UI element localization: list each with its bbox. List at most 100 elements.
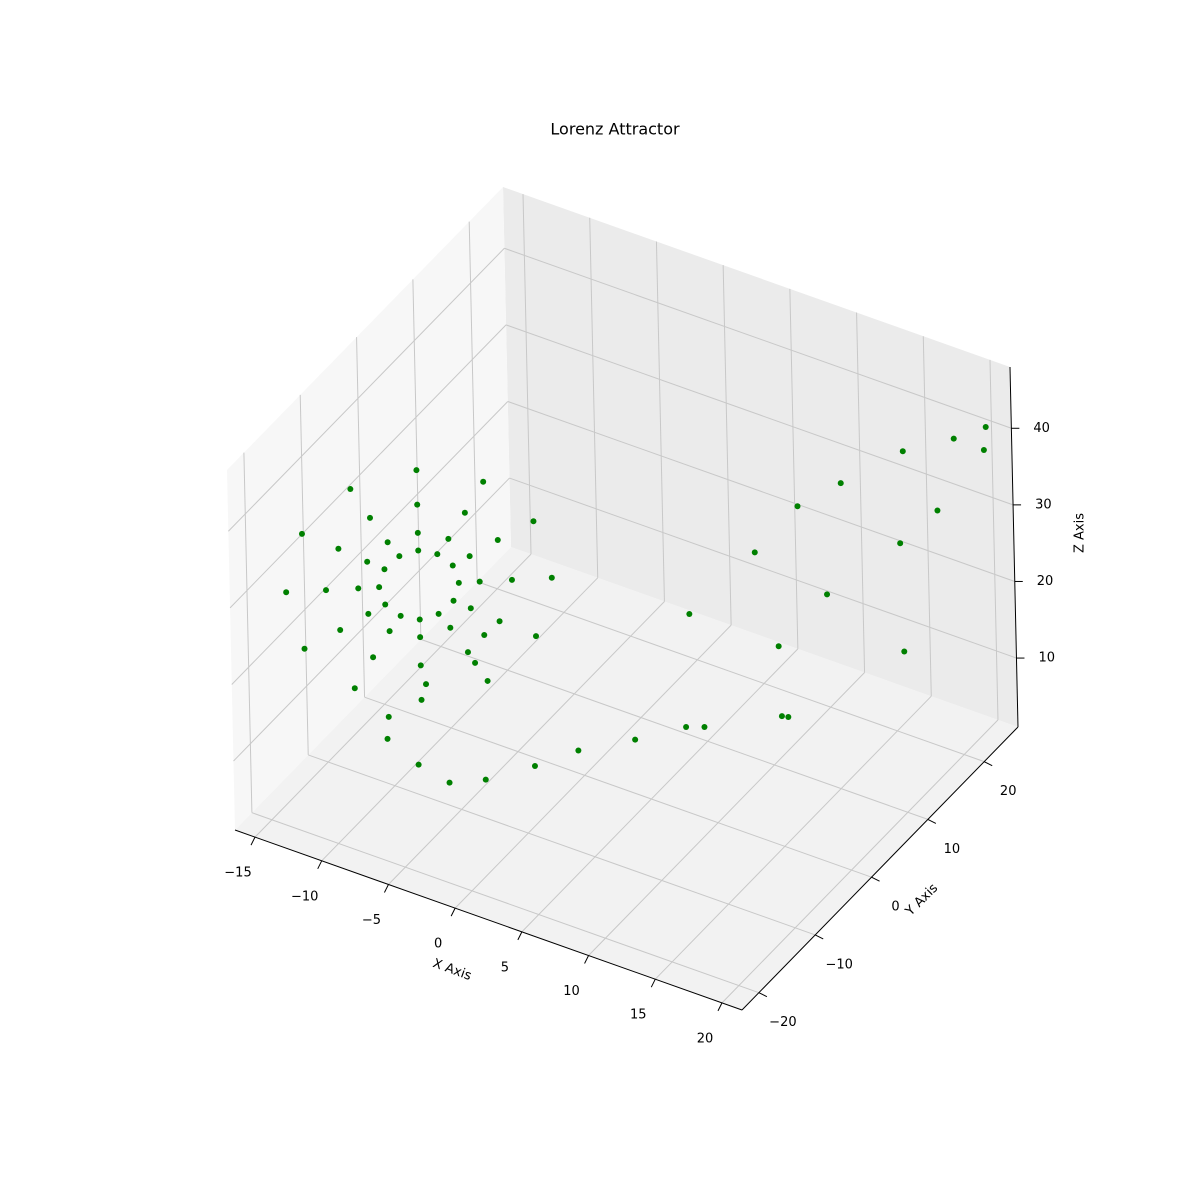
z-axis-line (1009, 366, 1019, 728)
data-point (413, 467, 420, 474)
data-point (575, 747, 582, 754)
grid-line (454, 624, 732, 909)
data-point (785, 714, 792, 721)
grid-line (364, 696, 872, 878)
x-axis-line (234, 829, 743, 1011)
data-point (298, 530, 305, 537)
data-point (417, 662, 424, 669)
grid-line (356, 337, 366, 698)
data-point (365, 610, 372, 617)
data-point (376, 584, 383, 591)
data-point (447, 624, 454, 631)
grid-line (509, 477, 1017, 659)
tick-mark (927, 818, 937, 824)
z-tick-label: 20 (1037, 574, 1054, 589)
y-tick-label: −10 (826, 957, 853, 972)
data-point (508, 576, 515, 583)
grid-line (388, 601, 665, 885)
tick-mark (584, 955, 590, 964)
grid-line (588, 672, 865, 956)
data-point (450, 597, 457, 604)
tick-mark (317, 860, 323, 870)
x-tick-label: 15 (630, 1008, 647, 1023)
data-point (476, 578, 483, 585)
data-point (416, 616, 423, 623)
data-point (370, 654, 377, 661)
tick-mark (871, 876, 880, 882)
grid-line (420, 638, 929, 820)
grid-line (468, 221, 478, 582)
z-axis-label: Z Axis (1073, 513, 1088, 553)
floor-pane (235, 547, 1018, 1010)
grid-line (299, 394, 309, 755)
data-point (351, 685, 358, 692)
data-point (382, 601, 389, 608)
x-tick-label: −10 (291, 889, 318, 904)
data-point (778, 713, 785, 720)
data-point (901, 648, 908, 655)
z-tick-label: 40 (1033, 421, 1050, 436)
data-point (466, 553, 473, 560)
y-tick-label: 0 (891, 900, 899, 915)
data-point (530, 518, 537, 525)
data-point (467, 605, 474, 612)
data-point (950, 435, 957, 442)
grid-line (505, 324, 1014, 506)
data-point (449, 562, 456, 569)
y-tick-label: −20 (769, 1015, 796, 1030)
data-point (366, 514, 373, 521)
data-point (455, 579, 462, 586)
x-tick-label: 20 (697, 1031, 714, 1046)
data-point (414, 501, 421, 508)
data-point (396, 553, 403, 560)
data-point (824, 591, 831, 598)
data-point (480, 478, 487, 485)
grid-line (655, 241, 665, 602)
y-tick-label: 20 (1000, 784, 1017, 799)
data-point (934, 507, 941, 514)
data-point (381, 566, 388, 573)
data-point (686, 611, 693, 618)
grid-line (504, 247, 1012, 429)
grid-line (229, 324, 507, 609)
data-point (481, 632, 488, 639)
data-point (531, 762, 538, 769)
data-point (494, 537, 501, 544)
data-point (347, 486, 354, 493)
y-tick-label: 10 (944, 842, 961, 857)
grid-line (521, 648, 799, 933)
data-point (751, 549, 758, 556)
data-point (337, 626, 344, 633)
data-point (548, 574, 555, 581)
z-tick-label: 30 (1035, 497, 1052, 512)
grid-line (721, 719, 999, 1004)
grid-line (522, 194, 532, 555)
data-point (897, 540, 904, 547)
data-point (385, 713, 392, 720)
data-point (899, 448, 906, 455)
data-point (386, 628, 393, 635)
y-axis-label: Y Axis (902, 881, 941, 920)
grid-line (228, 247, 505, 532)
grid-line (233, 477, 510, 762)
grid-line (412, 279, 422, 640)
back-pane (503, 187, 1018, 727)
data-point (472, 659, 479, 666)
data-point (384, 735, 391, 742)
data-point (482, 776, 489, 783)
grid-line (243, 452, 253, 813)
tick-mark (758, 992, 768, 998)
data-point (982, 423, 989, 430)
data-point (323, 587, 330, 594)
grid-line (722, 265, 732, 626)
grid-line (589, 217, 599, 578)
grid-line (308, 754, 816, 936)
x-tick-label: 5 (501, 960, 509, 975)
grid-line (507, 400, 1015, 582)
data-point (464, 649, 471, 656)
data-point (775, 643, 782, 650)
x-tick-label: −15 (224, 866, 251, 881)
data-point (484, 677, 491, 684)
data-point (415, 761, 422, 768)
data-point (364, 558, 371, 565)
